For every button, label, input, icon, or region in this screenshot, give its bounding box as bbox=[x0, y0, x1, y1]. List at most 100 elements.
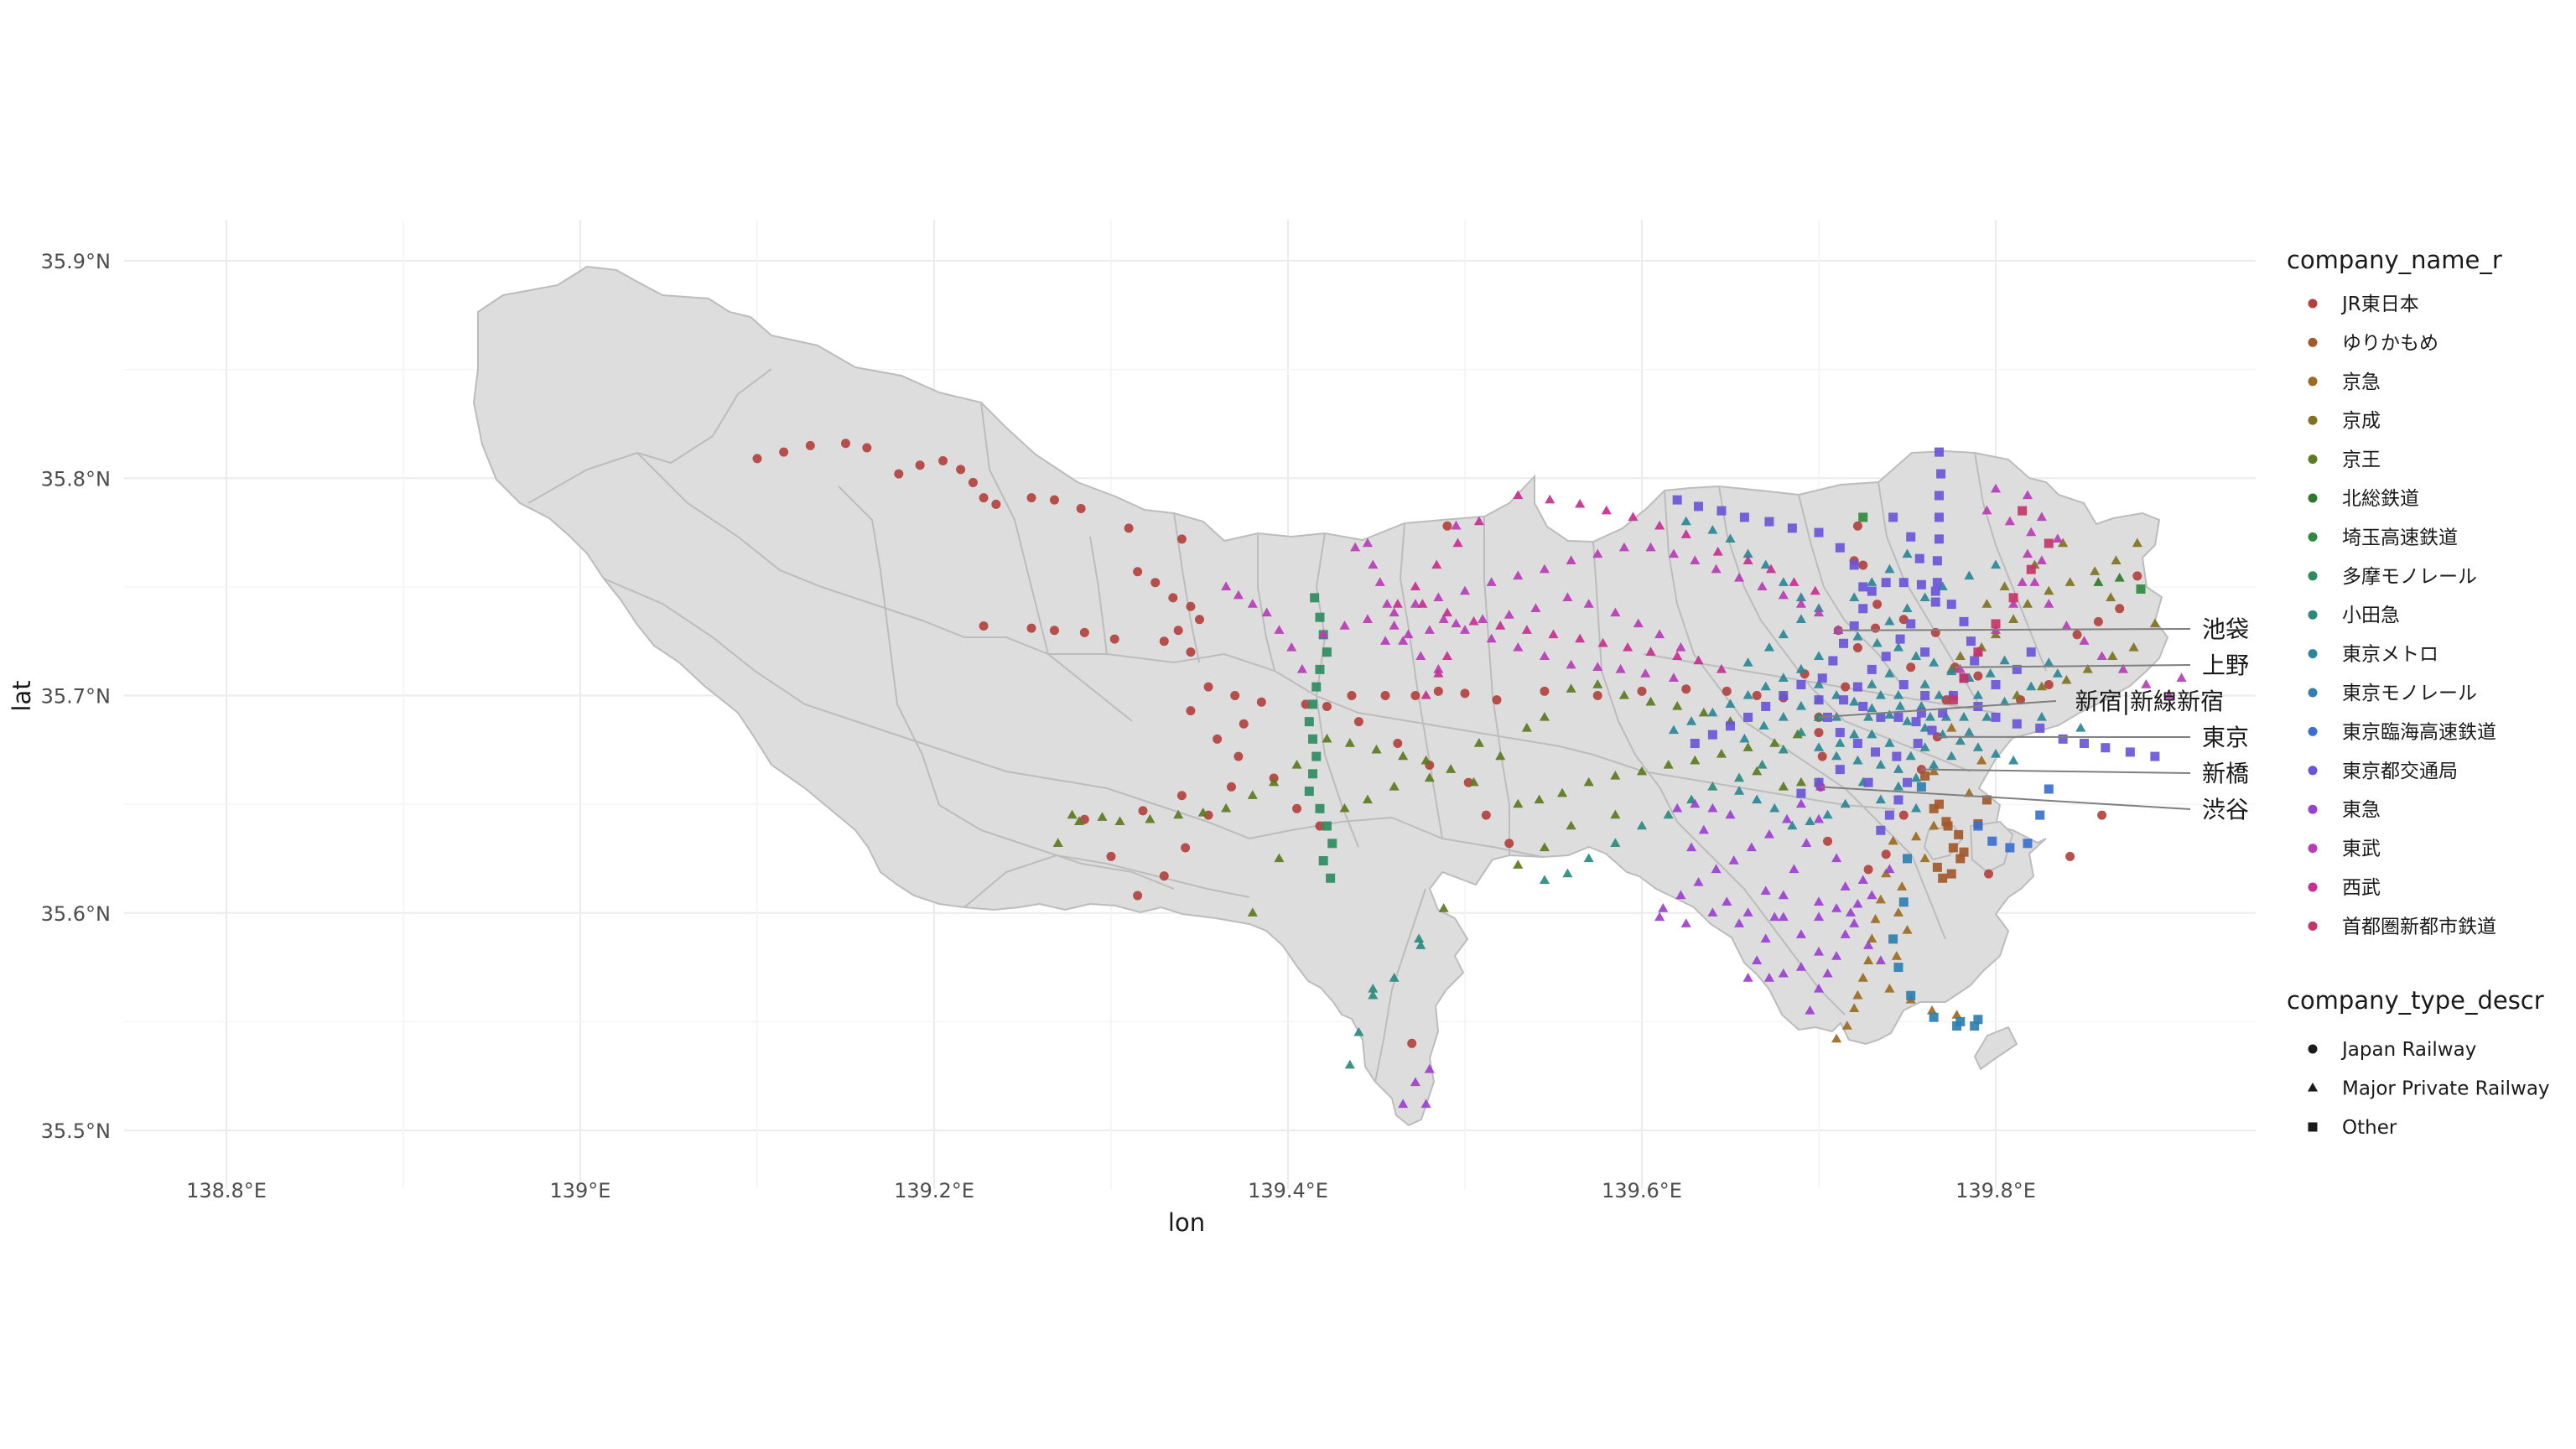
station-point bbox=[1513, 641, 1524, 652]
legend-color-key bbox=[2308, 377, 2318, 387]
station-point bbox=[1893, 795, 1903, 805]
station-point bbox=[979, 621, 989, 631]
station-point bbox=[2093, 577, 2104, 586]
station-point bbox=[1955, 663, 1966, 673]
legend-color-key bbox=[2308, 882, 2318, 892]
station-point bbox=[1247, 599, 1258, 608]
station-point bbox=[1893, 963, 1903, 973]
station-point bbox=[1742, 973, 1753, 982]
station-point bbox=[1566, 683, 1576, 693]
legend-shape-title: company_type_descr bbox=[2287, 986, 2544, 1015]
legend-color-items: JR東日本ゆりかもめ京急京成京王北総鉄道埼玉高速鉄道多摩モノレール小田急東京メト… bbox=[2308, 293, 2496, 937]
station-point bbox=[1415, 940, 1426, 949]
station-point bbox=[2036, 512, 2047, 522]
station-point bbox=[1835, 765, 1845, 775]
station-point bbox=[1778, 589, 1789, 600]
legend-color-key bbox=[2308, 571, 2318, 581]
station-point bbox=[1929, 1012, 1939, 1022]
legend-color-label: 埼玉高速鉄道 bbox=[2342, 527, 2458, 548]
station-point bbox=[1711, 564, 1722, 574]
legend-color-key bbox=[2308, 532, 2318, 542]
station-point bbox=[1795, 929, 1806, 938]
station-point bbox=[1672, 651, 1683, 661]
station-point bbox=[1304, 787, 1314, 797]
legend-color-title: company_name_r bbox=[2287, 246, 2502, 274]
station-point bbox=[2026, 527, 2037, 537]
station-point bbox=[1654, 629, 1665, 639]
station-point bbox=[1964, 570, 1975, 580]
station-point bbox=[1964, 727, 1975, 736]
station-point bbox=[1835, 543, 1845, 553]
station-point bbox=[1291, 759, 1302, 769]
station-point bbox=[1884, 864, 1895, 874]
station-point bbox=[1672, 700, 1683, 710]
station-point bbox=[1891, 951, 1902, 960]
station-point bbox=[1817, 751, 1827, 761]
station-point bbox=[1398, 1098, 1409, 1109]
station-point bbox=[1534, 794, 1545, 804]
station-point bbox=[1286, 641, 1297, 652]
station-point bbox=[1693, 655, 1704, 665]
station-point bbox=[1739, 733, 1750, 743]
station-point bbox=[1438, 614, 1449, 623]
station-point bbox=[1897, 881, 1908, 891]
station-point bbox=[1884, 984, 1895, 993]
station-point bbox=[2058, 734, 2068, 744]
station-point bbox=[1478, 614, 1488, 623]
station-point bbox=[1763, 973, 1774, 982]
station-point bbox=[1473, 516, 1484, 526]
station-point bbox=[1839, 638, 1849, 648]
station-point bbox=[915, 460, 925, 470]
station-point bbox=[1849, 696, 1860, 706]
station-point bbox=[1893, 764, 1904, 773]
station-point bbox=[1247, 907, 1258, 917]
station-point bbox=[1981, 599, 1992, 608]
station-point bbox=[1946, 722, 1957, 732]
legend-color-label: 京王 bbox=[2342, 449, 2381, 471]
station-point bbox=[1765, 564, 1777, 574]
station-point bbox=[1743, 712, 1753, 722]
station-point bbox=[1752, 794, 1763, 804]
x-axis-title: lon bbox=[1168, 1208, 1205, 1237]
legend-color-key bbox=[2308, 726, 2318, 736]
station-point bbox=[2052, 668, 2063, 678]
station-point bbox=[1680, 529, 1691, 538]
station-point bbox=[2150, 751, 2160, 761]
station-point bbox=[1778, 781, 1789, 791]
station-point bbox=[1392, 599, 1403, 608]
legend-color-key bbox=[2308, 649, 2318, 659]
station-point bbox=[1870, 914, 1881, 923]
station-point bbox=[1742, 548, 1753, 558]
station-point bbox=[1795, 663, 1806, 673]
station-label: 新橋 bbox=[2202, 760, 2249, 787]
station-point bbox=[1322, 647, 1332, 657]
station-point bbox=[1233, 751, 1244, 761]
station-point bbox=[1941, 817, 1951, 827]
station-point bbox=[1350, 542, 1361, 552]
station-point bbox=[1929, 759, 1940, 769]
station-point bbox=[1801, 838, 1812, 847]
y-tick-label: 35.8°N bbox=[41, 467, 111, 491]
station-point bbox=[1930, 586, 1940, 596]
station-point bbox=[1884, 615, 1895, 626]
station-point bbox=[1849, 1003, 1860, 1012]
station-point bbox=[1936, 469, 1946, 479]
station-point bbox=[752, 454, 762, 464]
legend-shape-label: Japan Railway bbox=[2340, 1039, 2476, 1061]
station-point bbox=[1566, 820, 1576, 830]
station-point bbox=[1858, 582, 1868, 592]
station-point bbox=[1823, 836, 1833, 846]
station-point bbox=[1690, 798, 1701, 808]
station-point bbox=[1693, 876, 1704, 886]
legend-color-key bbox=[2308, 804, 2318, 814]
station-point bbox=[1654, 520, 1665, 530]
station-point bbox=[1888, 835, 1898, 845]
station-point bbox=[1654, 911, 1665, 922]
station-point bbox=[1079, 627, 1089, 637]
station-point bbox=[1990, 559, 2002, 569]
station-point bbox=[1311, 682, 1322, 692]
label-leader-line bbox=[1838, 628, 2191, 631]
legend-color-label: 東京メトロ bbox=[2342, 644, 2438, 666]
station-point bbox=[1991, 680, 2001, 690]
station-point bbox=[1645, 696, 1656, 706]
